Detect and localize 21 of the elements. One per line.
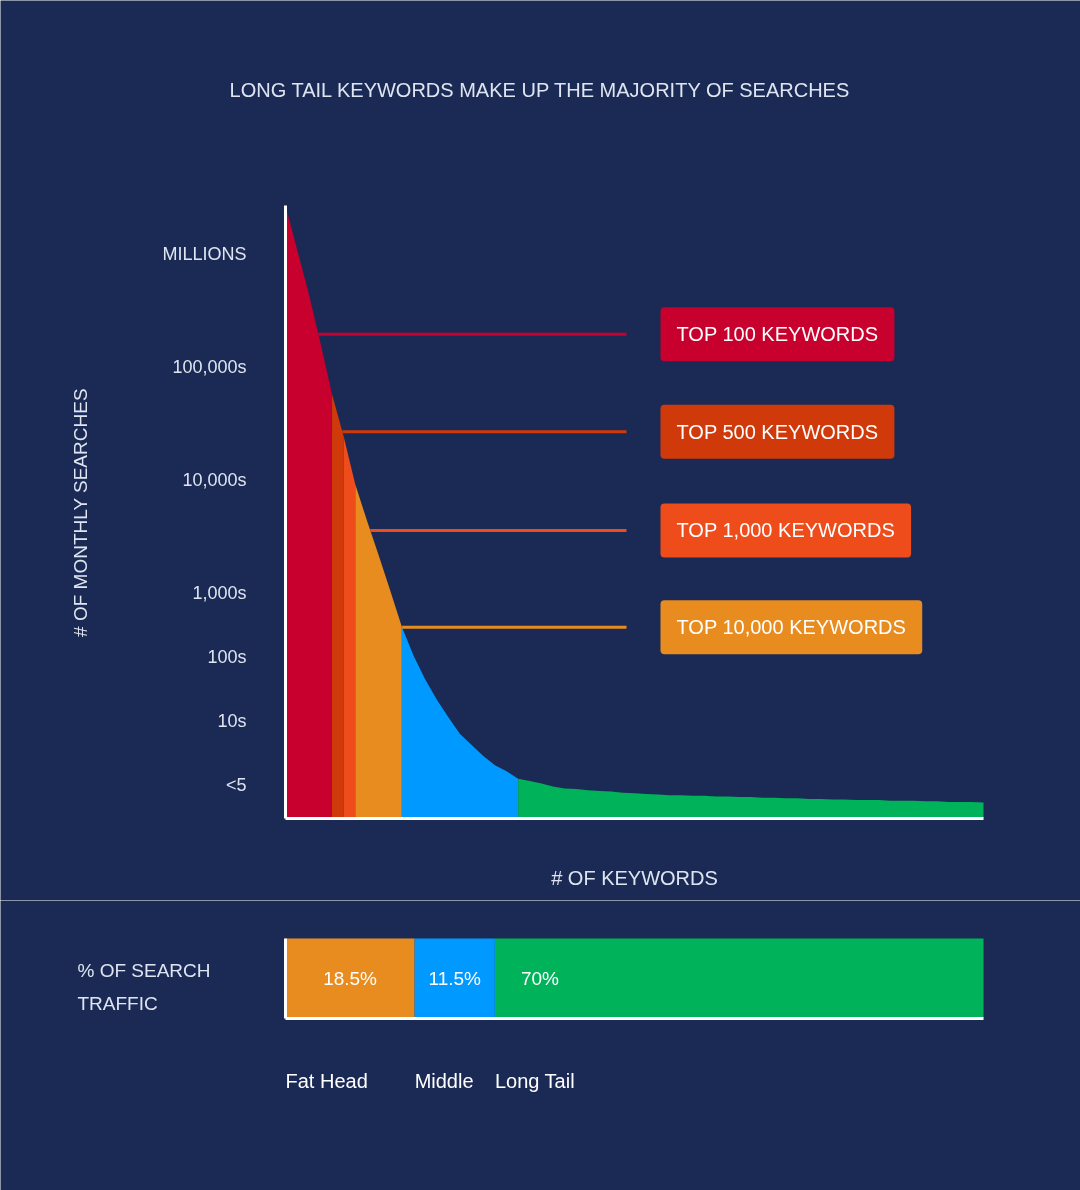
- y-axis-title: % OF SEARCH TRAFFIC: [77, 960, 211, 1014]
- text: 100s: [207, 646, 247, 667]
- ref-line-label: TOP 10,000 KEYWORDS: [676, 616, 906, 639]
- text: <5: [225, 774, 247, 795]
- ref-line-label: TOP 1,000 KEYWORDS: [676, 519, 895, 542]
- text: Middle: [414, 1069, 474, 1092]
- x-axis-title: # OF KEYWORDS: [551, 866, 718, 889]
- text: Fat Head: [285, 1069, 368, 1092]
- text: 100,000s: [172, 356, 247, 377]
- ref-line-label: TOP 500 KEYWORDS: [676, 420, 879, 443]
- text: 10s: [217, 710, 247, 731]
- data-label: 70%: [520, 968, 560, 989]
- chart-title: LONG TAIL KEYWORDS MAKE UP THE MAJORITY OF SEARCHES: [229, 78, 850, 101]
- text: Long Tail: [494, 1069, 575, 1092]
- text: 1,000s: [192, 582, 247, 603]
- ref-line-label: TOP 100 KEYWORDS: [676, 323, 879, 346]
- y-axis-title: # OF MONTHLY SEARCHES: [70, 388, 91, 637]
- data-label: 11.5%: [428, 968, 482, 989]
- text: MILLIONS: [162, 243, 247, 264]
- data-label: 18.5%: [323, 968, 378, 989]
- text: 10,000s: [182, 469, 247, 490]
